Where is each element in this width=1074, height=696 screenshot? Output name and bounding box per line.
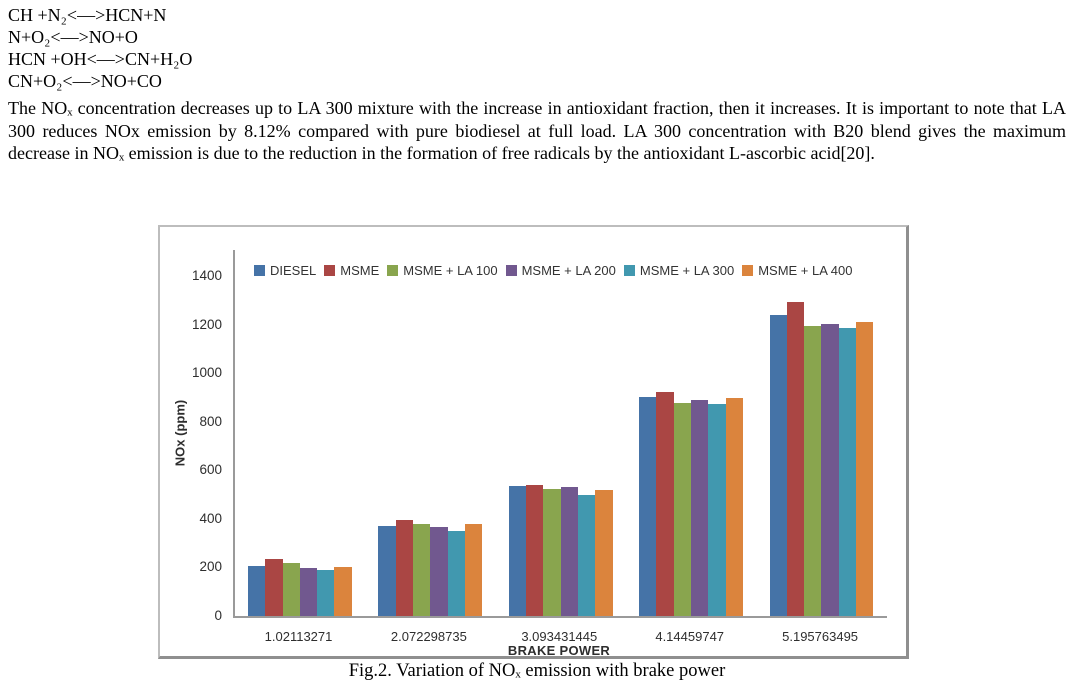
- legend-label: MSME: [340, 263, 380, 278]
- bar-group: [378, 519, 483, 616]
- bar-group: [769, 301, 874, 616]
- y-axis-tick-label: 200: [199, 559, 222, 575]
- body-paragraph: The NOₓ concentration decreases up to LA…: [8, 98, 1066, 164]
- bar: [595, 489, 613, 616]
- legend-item: MSME + LA 400: [742, 263, 853, 278]
- bar: [508, 486, 527, 616]
- bar: [856, 322, 874, 616]
- legend-item: MSME + LA 200: [505, 263, 616, 278]
- bar: [395, 519, 413, 616]
- legend-label: MSME + LA 200: [521, 263, 616, 278]
- bar: [282, 562, 300, 616]
- y-axis-tick-label: 400: [199, 510, 222, 526]
- y-axis-tick-label: 600: [199, 462, 222, 478]
- legend-item: MSME + LA 100: [387, 263, 498, 278]
- legend-swatch-icon: [505, 265, 517, 276]
- x-axis-tick-label: 4.14459747: [655, 629, 725, 644]
- legend-label: DIESEL: [270, 263, 317, 278]
- x-axis-title: BRAKE POWER: [507, 643, 611, 658]
- bar: [560, 486, 578, 616]
- y-axis-tick-label: 1000: [191, 365, 222, 381]
- bar: [317, 570, 335, 616]
- bar-group: [639, 392, 743, 616]
- bar: [378, 526, 396, 616]
- legend-label: MSME + LA 100: [403, 263, 498, 278]
- bar: [786, 301, 805, 616]
- bar: [543, 488, 561, 616]
- bar: [265, 558, 283, 616]
- legend-label: MSME + LA 400: [758, 263, 853, 278]
- legend-swatch-icon: [623, 265, 635, 276]
- bar: [656, 392, 674, 616]
- x-axis-tick-label: 3.093431445: [521, 629, 598, 644]
- legend-item: DIESEL: [254, 263, 316, 278]
- bar: [691, 399, 709, 616]
- plot-area: [233, 250, 887, 618]
- figure-caption: Fig.2. Variation of NOₓ emission with br…: [348, 661, 726, 681]
- bar: [334, 567, 352, 616]
- equations-block: CH +N₂<—>HCN+N N+O₂<—>NO+O HCN +OH<—>CN+H₂…: [8, 4, 1066, 92]
- bar: [821, 324, 839, 616]
- x-axis-tick-label: 2.072298735: [390, 629, 467, 644]
- bar: [464, 524, 483, 616]
- legend-swatch-icon: [254, 265, 265, 276]
- legend-swatch-icon: [324, 265, 336, 276]
- y-axis-tick-label: 0: [214, 608, 222, 623]
- bar: [447, 530, 465, 616]
- equation-line: N+O₂<—>NO+O: [8, 27, 138, 47]
- bar: [412, 523, 431, 616]
- bar: [430, 526, 448, 616]
- legend-label: MSME + LA 300: [639, 263, 735, 278]
- bar-group: [508, 484, 613, 616]
- equation-line: HCN +OH<—>CN+H₂O: [8, 49, 193, 69]
- legend-item: MSME: [324, 263, 379, 278]
- bar-group: [248, 558, 352, 616]
- bar: [577, 494, 596, 616]
- bar: [804, 325, 822, 616]
- bar: [838, 328, 857, 616]
- chart-frame: NOx (ppm) DIESEL MSME MSME + LA 100 MSME + …: [158, 225, 909, 659]
- y-axis-title: NOx (ppm): [172, 399, 188, 467]
- equation-line: CN+O₂<—>NO+CO: [8, 71, 162, 91]
- y-axis-tick-label: 800: [199, 413, 222, 429]
- bar: [248, 566, 266, 616]
- y-axis-tick-label: 1400: [191, 268, 222, 283]
- chart-legend: DIESEL MSME MSME + LA 100 MSME + LA 200 MSME…: [254, 263, 861, 278]
- bar: [725, 398, 743, 616]
- bar: [526, 484, 544, 616]
- equation-line: CH +N₂<—>HCN+N: [8, 5, 167, 25]
- y-axis-tick-label: 1200: [191, 316, 222, 332]
- legend-swatch-icon: [742, 265, 754, 276]
- bar: [299, 567, 318, 616]
- bar: [708, 403, 726, 616]
- bar: [639, 397, 657, 616]
- legend-item: MSME + LA 300: [623, 263, 735, 278]
- bar: [769, 314, 787, 616]
- x-axis-tick-label: 5.195763495: [782, 629, 859, 644]
- x-axis-tick-label: 1.02113271: [264, 629, 333, 644]
- bar: [673, 402, 692, 616]
- legend-swatch-icon: [387, 265, 399, 276]
